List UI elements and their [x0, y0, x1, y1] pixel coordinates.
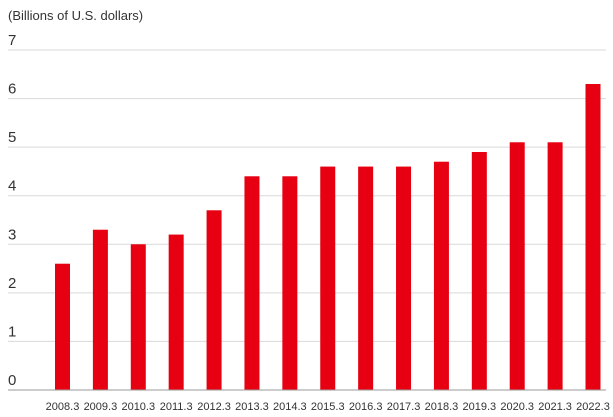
bar [471, 152, 487, 390]
bar [358, 166, 374, 390]
y-tick-label: 1 [8, 323, 16, 340]
x-tick-label: 2016.3 [349, 401, 383, 413]
y-tick-label: 5 [8, 129, 16, 146]
bar [92, 229, 108, 390]
bar [433, 161, 449, 390]
x-tick-label: 2022.3 [576, 401, 610, 413]
y-tick-label: 6 [8, 81, 16, 98]
y-tick-label: 7 [8, 32, 16, 49]
x-tick-label: 2018.3 [425, 401, 459, 413]
x-tick-label: 2008.3 [46, 401, 80, 413]
x-tick-label: 2011.3 [160, 401, 193, 413]
x-tick-label: 2012.3 [197, 401, 231, 413]
x-tick-label: 2021.3 [538, 401, 572, 413]
y-tick-label: 0 [8, 372, 16, 389]
y-tick-label: 4 [8, 178, 16, 195]
x-tick-label: 2020.3 [500, 401, 534, 413]
bar [130, 244, 146, 390]
bar [206, 210, 222, 390]
x-tick-label: 2014.3 [273, 401, 307, 413]
y-tick-label: 3 [8, 226, 16, 243]
bar [244, 176, 260, 390]
x-tick-label: 2010.3 [121, 401, 155, 413]
x-tick-label: 2013.3 [235, 401, 269, 413]
x-tick-label: 2009.3 [84, 401, 118, 413]
bar [585, 84, 601, 390]
bar [547, 142, 563, 390]
x-tick-label: 2019.3 [462, 401, 496, 413]
bar [320, 166, 336, 390]
x-tick-label: 2015.3 [311, 401, 345, 413]
bar [396, 166, 412, 390]
bars [55, 84, 601, 390]
bar [509, 142, 525, 390]
bar [55, 263, 70, 390]
bar [168, 234, 184, 390]
bar [282, 176, 298, 390]
y-axis-unit-label: (Billions of U.S. dollars) [8, 8, 143, 23]
y-tick-label: 2 [8, 275, 16, 292]
y-axis-tick-labels: 0 1 2 3 4 5 6 7 [8, 32, 16, 389]
x-tick-label: 2017.3 [387, 401, 421, 413]
x-axis-tick-labels: 2008.3 2009.3 2010.3 2011.3 2012.3 2013.3 2014… [46, 401, 610, 413]
